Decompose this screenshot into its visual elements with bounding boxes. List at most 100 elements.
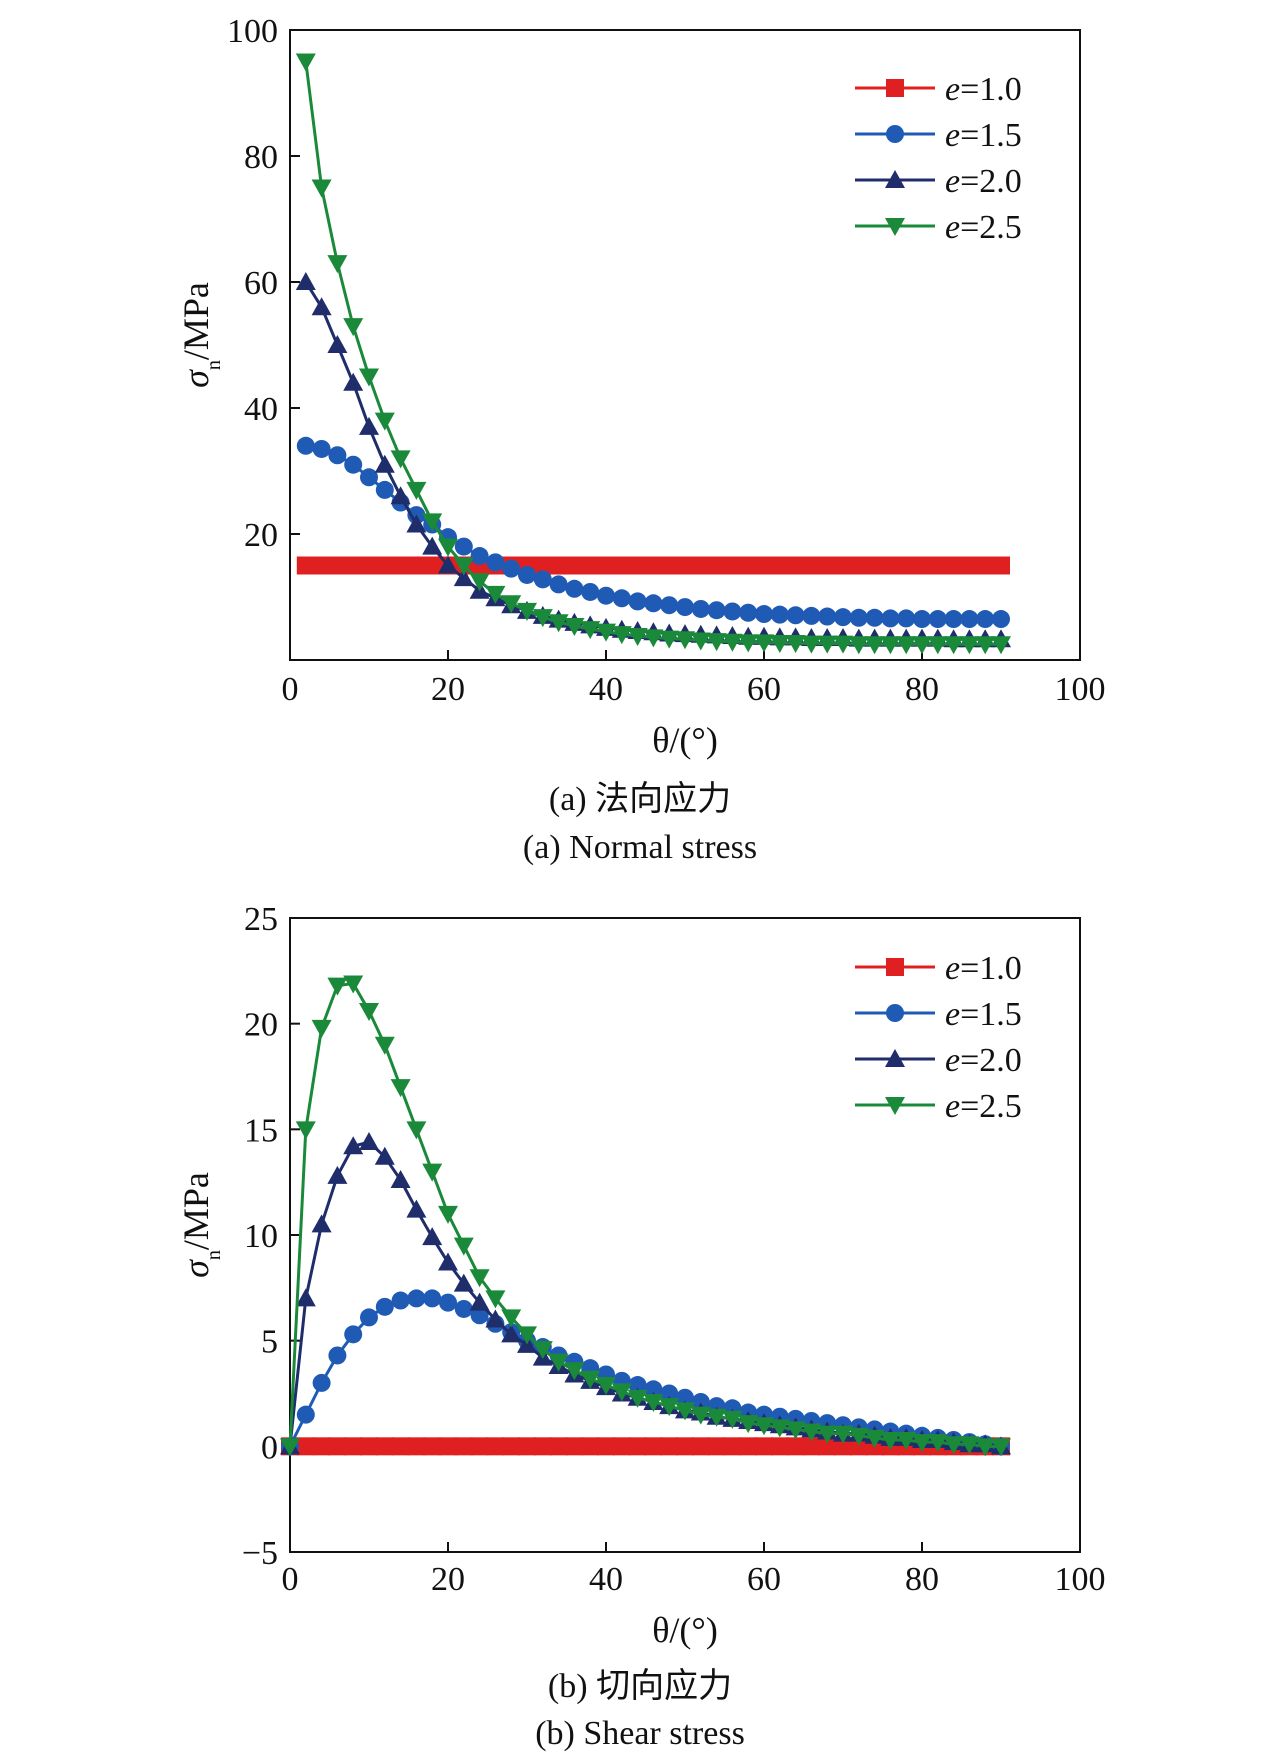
data-point [644, 594, 663, 613]
series-e=1.0 [296, 556, 1010, 575]
data-point [959, 636, 980, 655]
data-point [880, 1431, 901, 1450]
legend-marker [885, 218, 905, 236]
data-point [328, 1437, 347, 1456]
legend-label: e=1.0 [945, 71, 1022, 108]
data-point [770, 556, 789, 575]
data-point [896, 636, 917, 655]
data-point [770, 1437, 789, 1456]
data-point [311, 297, 332, 316]
data-point [659, 1398, 680, 1417]
data-point [976, 610, 995, 629]
data-point [360, 1437, 378, 1456]
data-point [959, 1436, 980, 1455]
data-point [611, 1383, 632, 1402]
data-point [454, 537, 473, 556]
x-tick-label: 100 [1055, 1561, 1106, 1598]
data-point [407, 1289, 426, 1308]
x-tick-label: 100 [1055, 671, 1106, 708]
data-point [675, 631, 695, 650]
data-point [992, 610, 1010, 629]
data-point [944, 610, 963, 629]
data-point [501, 1324, 522, 1343]
data-point [469, 1292, 490, 1311]
data-point [676, 1437, 694, 1456]
data-point [897, 609, 916, 628]
data-point [755, 605, 773, 624]
data-point [532, 1341, 553, 1360]
data-point [453, 1237, 474, 1256]
data-point [786, 606, 805, 625]
data-point [328, 556, 347, 575]
data-point [374, 1036, 395, 1055]
data-point [818, 607, 837, 626]
y-tick-label: 20 [244, 1007, 278, 1044]
data-point [406, 1199, 427, 1218]
series-line [304, 281, 1001, 641]
data-point [469, 1269, 490, 1288]
data-point [296, 1437, 315, 1456]
data-point [612, 589, 631, 608]
series-e=1.5 [281, 1289, 1010, 1456]
data-point [548, 614, 569, 633]
data-point [580, 1370, 601, 1389]
legend-marker [886, 79, 904, 97]
data-point [928, 556, 947, 575]
data-point [580, 621, 601, 640]
x-tick-label: 40 [589, 671, 623, 708]
data-point [643, 1393, 664, 1412]
data-point [960, 610, 979, 629]
data-point [485, 585, 506, 604]
legend-label: e=2.5 [945, 1088, 1022, 1125]
legend-marker [886, 1004, 904, 1022]
data-point [627, 628, 648, 647]
data-point [502, 559, 521, 578]
data-point [976, 556, 995, 575]
legend-label: e=1.5 [945, 996, 1022, 1033]
data-point [344, 1325, 363, 1344]
series-e=2.5 [280, 975, 1011, 1457]
legend-entry: e=1.0 [855, 71, 1022, 108]
y-tick-label: 15 [244, 1112, 278, 1149]
data-point [707, 556, 726, 575]
data-point [880, 636, 901, 655]
data-point [991, 636, 1011, 655]
data-point [644, 1437, 663, 1456]
y-tick-label: 10 [244, 1218, 278, 1255]
data-point [406, 481, 427, 500]
data-point [802, 606, 821, 625]
data-point [422, 1163, 443, 1182]
x-tick-label: 80 [905, 671, 939, 708]
data-point [295, 1121, 316, 1140]
data-point [390, 1079, 411, 1098]
data-point [359, 368, 379, 387]
x-tick-label: 80 [905, 1561, 939, 1598]
y-tick-label: 60 [244, 265, 278, 302]
data-point [439, 1293, 457, 1312]
data-point [327, 1165, 348, 1184]
data-point [913, 610, 931, 629]
data-point [817, 635, 838, 654]
data-point [849, 556, 868, 575]
data-point [691, 599, 710, 618]
data-point [723, 602, 742, 621]
data-point [533, 556, 552, 575]
data-point [928, 610, 947, 629]
data-point [549, 575, 568, 594]
data-point [912, 1434, 932, 1453]
data-point [707, 1437, 726, 1456]
data-point [423, 1289, 442, 1308]
data-point [453, 1273, 474, 1292]
data-point [992, 556, 1010, 575]
data-point [359, 416, 379, 435]
caption-en: (b) Shear stress [535, 1715, 745, 1752]
legend-label: e=1.5 [945, 117, 1022, 154]
data-point [485, 1290, 506, 1309]
data-point [738, 634, 759, 653]
data-point [786, 1437, 805, 1456]
data-point [564, 617, 585, 636]
data-point [975, 1438, 996, 1457]
data-point [754, 1417, 774, 1436]
data-point [628, 1376, 647, 1395]
data-point [280, 1438, 300, 1457]
